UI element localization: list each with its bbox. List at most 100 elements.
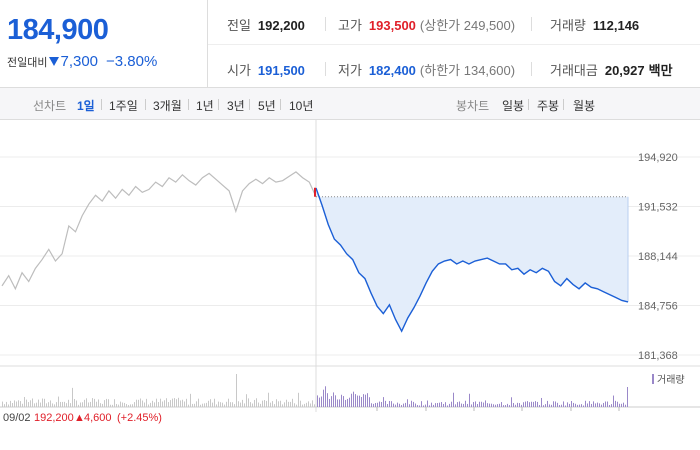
volume-bar xyxy=(555,401,556,407)
volume-bar xyxy=(413,401,414,407)
y-tick-label: 191,532 xyxy=(638,202,678,214)
tab-period-3m[interactable]: 3개월 xyxy=(153,99,182,113)
volume-bar xyxy=(425,404,426,407)
tab-period-1d[interactable]: 1일 xyxy=(77,99,95,113)
volume-bar xyxy=(120,401,121,407)
volume-bar xyxy=(142,400,143,407)
volume-bar xyxy=(70,403,71,407)
volume-bar xyxy=(192,403,193,407)
volume-bar xyxy=(82,402,83,407)
volume-bar xyxy=(196,401,197,407)
volume-bar xyxy=(34,403,35,407)
volume-bar xyxy=(296,404,297,407)
volume-bar xyxy=(587,403,588,407)
volume-bar xyxy=(248,398,249,407)
tab-period-3y[interactable]: 3년 xyxy=(227,99,245,113)
change-value: 7,300 xyxy=(60,53,99,70)
volume-bar xyxy=(272,401,273,407)
volume-bar xyxy=(38,399,39,407)
volume-bar xyxy=(455,404,456,407)
volume-bar xyxy=(325,386,326,407)
volume-bar xyxy=(385,400,386,407)
tab-period-5y[interactable]: 5년 xyxy=(258,99,276,113)
stat-label: 저가 xyxy=(338,63,362,78)
volume-bar xyxy=(569,403,570,407)
volume-bar xyxy=(403,403,404,407)
volume-bar xyxy=(627,387,628,407)
volume-bar xyxy=(150,402,151,407)
volume-bar xyxy=(399,403,400,407)
volume-bar xyxy=(459,401,460,407)
volume-bar xyxy=(537,401,538,407)
volume-bar xyxy=(559,405,560,407)
volume-bar xyxy=(517,402,518,407)
volume-bar xyxy=(603,402,604,407)
tab-period-1y[interactable]: 1년 xyxy=(196,99,214,113)
volume-bar xyxy=(533,401,534,407)
volume-bar xyxy=(68,399,69,407)
volume-bar xyxy=(284,402,285,407)
volume-bar xyxy=(491,403,492,407)
volume-bar xyxy=(405,402,406,407)
volume-bar xyxy=(286,399,287,407)
volume-bar xyxy=(585,400,586,407)
volume-bar xyxy=(597,402,598,407)
volume-bar xyxy=(619,403,620,407)
volume-bar xyxy=(282,404,283,407)
volume-bar xyxy=(501,402,502,407)
volume-bar xyxy=(140,398,141,407)
volume-bar xyxy=(72,387,73,407)
stat-label: 거래량 xyxy=(550,18,586,33)
volume-bar xyxy=(280,400,281,407)
volume-bar xyxy=(86,398,87,407)
volume-bar xyxy=(276,399,277,407)
chart-tab-bar: 선차트 1일 1주일 3개월 1년 3년 5년 10년 봉차트 일봉 주봉 월봉 xyxy=(0,88,700,120)
volume-bar xyxy=(525,401,526,407)
volume-bar xyxy=(174,398,175,407)
volume-bar xyxy=(343,396,344,407)
volume-bar xyxy=(359,395,360,407)
y-tick-label: 184,756 xyxy=(638,301,678,313)
volume-bar xyxy=(543,405,544,407)
volume-bar xyxy=(541,397,542,407)
volume-bar xyxy=(40,402,41,407)
volume-bar xyxy=(186,398,187,407)
tab-candle-monthly[interactable]: 월봉 xyxy=(573,99,596,113)
volume-bar xyxy=(80,402,81,407)
volume-bar xyxy=(188,404,189,407)
volume-bar xyxy=(553,401,554,407)
volume-bar xyxy=(349,397,350,407)
up-triangle-icon: ▲ xyxy=(74,412,85,424)
change-label: 전일대비 xyxy=(7,57,48,69)
tab-period-10y[interactable]: 10년 xyxy=(289,99,314,113)
volume-bar xyxy=(106,398,107,407)
volume-bar xyxy=(373,403,374,407)
volume-bar xyxy=(50,400,51,407)
volume-bar xyxy=(407,399,408,407)
volume-bar xyxy=(367,393,368,407)
volume-bar xyxy=(24,396,25,407)
volume-bar xyxy=(457,402,458,407)
volume-bar xyxy=(178,397,179,407)
tab-candle-weekly[interactable]: 주봉 xyxy=(537,99,560,113)
volume-bar xyxy=(288,401,289,407)
volume-bar xyxy=(292,398,293,407)
volume-bar xyxy=(170,400,171,407)
tab-period-1w[interactable]: 1주일 xyxy=(109,99,138,113)
volume-bar xyxy=(42,398,43,407)
volume-bar xyxy=(377,402,378,407)
stat-unit: 백만 xyxy=(648,63,673,78)
volume-bar xyxy=(571,400,572,407)
volume-bar xyxy=(511,397,512,407)
volume-bar xyxy=(138,399,139,407)
tab-candle-daily[interactable]: 일봉 xyxy=(502,99,525,113)
volume-bar xyxy=(613,395,614,407)
volume-bar xyxy=(505,405,506,407)
volume-bar xyxy=(417,405,418,407)
stat-prev-close: 전일 192,200 xyxy=(227,15,305,34)
volume-bar xyxy=(471,404,472,407)
quote-stats: 전일 192,200 고가 193,500 (상한가 249,500) 거래량 112,… xyxy=(208,0,700,88)
current-price: 184,900 xyxy=(7,14,109,46)
volume-bar xyxy=(427,400,428,407)
